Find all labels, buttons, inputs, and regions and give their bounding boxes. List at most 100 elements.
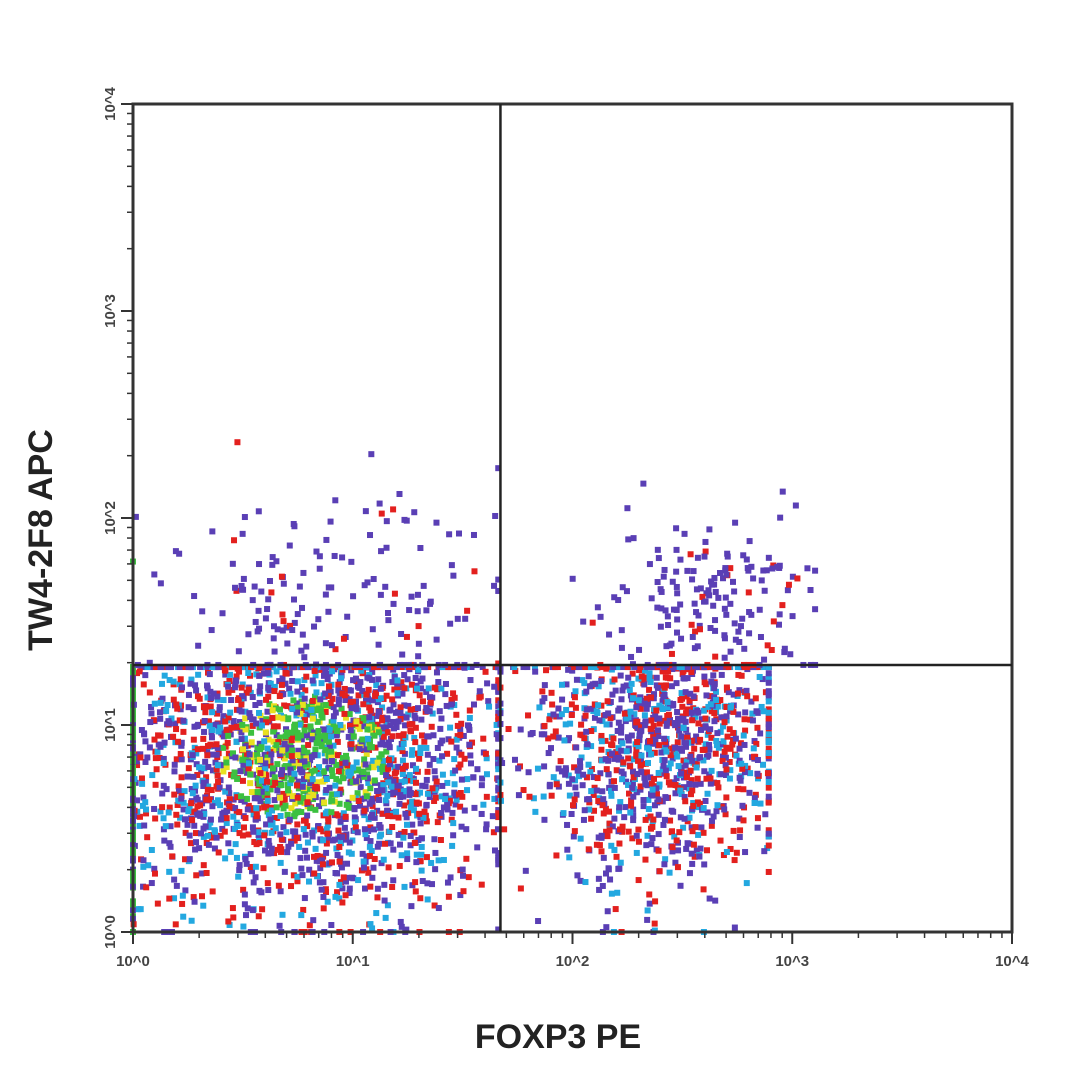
event-dot: [229, 560, 236, 567]
event-dot: [385, 812, 392, 819]
event-dot: [489, 813, 496, 820]
event-dot: [268, 807, 275, 814]
event-dot: [495, 576, 502, 583]
event-dot: [717, 837, 724, 844]
event-dot: [158, 664, 165, 671]
event-dot: [616, 705, 623, 712]
event-dot: [279, 767, 286, 774]
event-dot: [571, 694, 578, 701]
event-dot: [136, 813, 143, 820]
event-dot: [789, 573, 796, 580]
event-dot: [356, 802, 363, 809]
event-dot: [387, 664, 394, 671]
event-dot: [692, 761, 699, 768]
event-dot: [478, 782, 485, 789]
event-dot: [591, 807, 598, 814]
event-dot: [646, 891, 653, 898]
event-dot: [257, 770, 264, 777]
event-dot: [379, 768, 386, 775]
event-dot: [439, 753, 446, 760]
event-dot: [209, 834, 216, 841]
event-dot: [245, 631, 252, 638]
event-dot: [643, 769, 650, 776]
event-dot: [693, 847, 700, 854]
event-dot: [374, 788, 381, 795]
event-dot: [140, 857, 147, 864]
event-dot: [712, 688, 719, 695]
event-dot: [461, 755, 468, 762]
event-dot: [265, 887, 272, 894]
event-dot: [382, 797, 389, 804]
event-dot: [406, 786, 413, 793]
event-dot: [365, 699, 372, 706]
event-dot: [379, 763, 386, 770]
event-dot: [390, 725, 397, 732]
event-dot: [322, 747, 329, 754]
event-dot: [687, 767, 694, 774]
event-dot: [239, 721, 246, 728]
event-dot: [157, 743, 164, 750]
event-dot: [175, 738, 182, 745]
event-dot: [367, 824, 374, 831]
event-dot: [642, 667, 649, 674]
event-dot: [682, 762, 689, 769]
event-dot: [134, 753, 141, 760]
event-dot: [383, 741, 390, 748]
event-dot: [137, 754, 144, 761]
event-dot: [532, 808, 539, 815]
event-dot: [316, 803, 323, 810]
event-dot: [172, 720, 179, 727]
event-dot: [495, 787, 502, 794]
event-dot: [412, 739, 419, 746]
event-dot: [287, 690, 294, 697]
event-dot: [140, 883, 147, 890]
event-dot: [584, 706, 591, 713]
event-dot: [265, 837, 272, 844]
event-dot: [256, 740, 263, 747]
event-dot: [495, 697, 502, 704]
event-dot: [365, 686, 372, 693]
event-dot: [256, 839, 263, 846]
event-dot: [225, 918, 232, 925]
event-dot: [230, 718, 237, 725]
event-dot: [424, 896, 431, 903]
event-dot: [627, 763, 634, 770]
event-dot: [294, 878, 301, 885]
event-dot: [193, 794, 200, 801]
event-dot: [332, 782, 339, 789]
event-dot: [193, 750, 200, 757]
event-dot: [721, 632, 728, 639]
event-dot: [693, 733, 700, 740]
event-dot: [406, 607, 413, 614]
event-dot: [242, 815, 249, 822]
event-dot: [189, 790, 196, 797]
event-dot: [651, 775, 658, 782]
event-dot: [297, 798, 304, 805]
event-dot: [558, 768, 565, 775]
event-dot: [366, 714, 373, 721]
event-dot: [598, 732, 605, 739]
event-dot: [156, 754, 163, 761]
event-dot: [397, 704, 404, 711]
event-dot: [756, 673, 763, 680]
event-dot: [299, 872, 306, 879]
event-dot: [272, 825, 279, 832]
event-dot: [437, 837, 444, 844]
event-dot: [764, 770, 771, 777]
event-dot: [720, 575, 727, 582]
event-dot: [466, 726, 473, 733]
event-dot: [477, 693, 484, 700]
event-dot: [224, 739, 231, 746]
event-dot: [385, 864, 392, 871]
event-dot: [254, 789, 261, 796]
event-dot: [678, 690, 685, 697]
event-dot: [217, 724, 224, 731]
event-dot: [377, 591, 384, 598]
event-dot: [305, 773, 312, 780]
event-dot: [732, 735, 739, 742]
event-dot: [603, 924, 610, 931]
event-dot: [296, 843, 303, 850]
event-dot: [577, 763, 584, 770]
event-dot: [448, 701, 455, 708]
event-dot: [426, 793, 433, 800]
